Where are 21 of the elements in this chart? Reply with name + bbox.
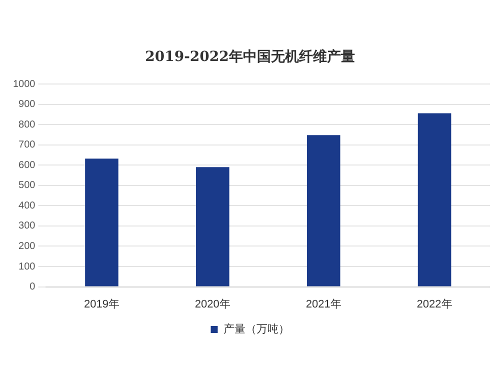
y-tick-label: 400 — [18, 200, 36, 212]
y-tick-label: 700 — [18, 140, 36, 151]
y-tick-label: 300 — [18, 220, 36, 232]
bar — [196, 167, 230, 286]
bar — [306, 135, 340, 286]
y-tick-label: 600 — [18, 160, 36, 171]
y-tick-label: 200 — [18, 240, 36, 252]
y-tick-label: 0 — [30, 282, 36, 293]
y-tick-label: 500 — [18, 180, 36, 192]
x-tick-label: 2021年 — [306, 298, 342, 310]
legend-label: 产量（万吨） — [223, 322, 290, 336]
y-tick-label: 900 — [18, 99, 36, 110]
y-tick-label: 800 — [18, 119, 36, 130]
bar — [85, 158, 118, 286]
y-tick-label: 100 — [18, 261, 36, 272]
bar — [418, 113, 452, 286]
chart-title: 2019-2022年中国无机纤维产量 — [144, 48, 356, 66]
y-tick-label: 1000 — [12, 78, 36, 90]
x-tick-label: 2019年 — [84, 298, 120, 310]
x-tick-label: 2020年 — [194, 298, 230, 310]
x-tick-label: 2022年 — [416, 298, 452, 310]
